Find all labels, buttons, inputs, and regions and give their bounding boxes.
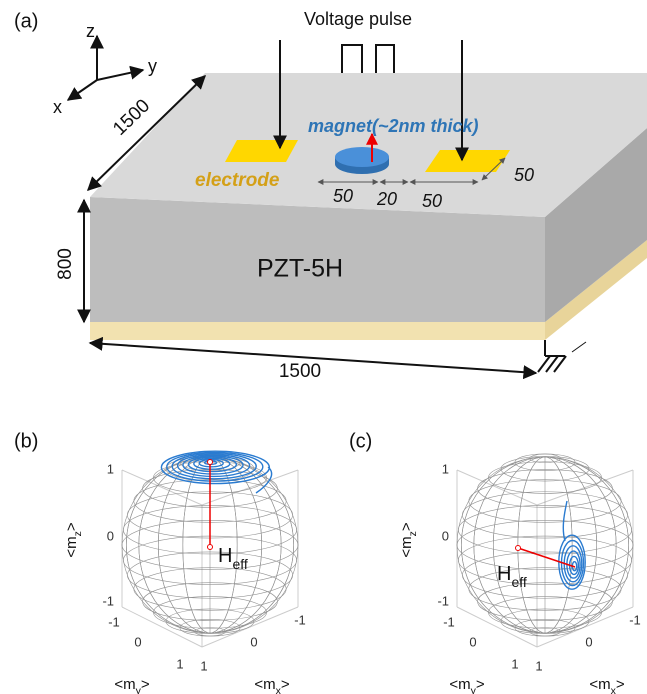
magnet — [335, 147, 389, 167]
label-end: > — [281, 676, 290, 693]
label-main: <m — [589, 676, 610, 693]
axis-label: z — [86, 21, 95, 41]
box-edge — [537, 470, 633, 505]
panel-label: (c) — [349, 430, 372, 452]
figure: (a) z y x Voltage pulse electrode magnet… — [0, 0, 647, 694]
y-tick-label: -1 — [443, 614, 455, 629]
label-main: H — [218, 545, 232, 567]
y-tick-label: 0 — [469, 634, 476, 649]
y-tick-label: 0 — [134, 634, 141, 649]
label-end: > — [63, 522, 80, 531]
z-tick-label: 0 — [107, 528, 114, 543]
y-tick-label: 1 — [176, 656, 183, 671]
axis-label: y — [148, 56, 157, 76]
electrode — [425, 150, 510, 172]
x-tick-label: -1 — [294, 612, 306, 627]
electrode — [225, 140, 298, 162]
pulse-label: Voltage pulse — [304, 9, 412, 29]
z-tick-label: -1 — [437, 593, 449, 608]
label-main: <m — [254, 676, 275, 693]
z-tick-label: 1 — [442, 461, 449, 476]
dimension-label: 50 — [422, 191, 442, 211]
panel-label: (b) — [14, 430, 38, 452]
axis-title: <mz> — [63, 522, 84, 558]
material-label: PZT-5H — [257, 255, 343, 283]
axis-title: Heff — [497, 563, 527, 589]
y-tick-label: 1 — [511, 656, 518, 671]
axis-label: x — [53, 97, 62, 117]
ground — [538, 340, 586, 372]
box-edge — [202, 470, 298, 505]
label-main: <m — [63, 536, 80, 557]
axis-title: <mx> — [589, 676, 625, 694]
field-tip — [208, 460, 213, 465]
label-sub: eff — [232, 556, 247, 572]
z-tick-label: 1 — [107, 461, 114, 476]
field-origin — [516, 546, 521, 551]
x-tick-label: 0 — [585, 634, 592, 649]
axis-title: <mx> — [254, 676, 290, 694]
label-end: > — [141, 676, 150, 693]
label-main: <m — [449, 676, 470, 693]
z-tick-label: -1 — [102, 593, 114, 608]
dimension-label: 20 — [376, 189, 397, 209]
z-tick-label: 0 — [442, 528, 449, 543]
x-tick-label: 0 — [250, 634, 257, 649]
label-end: > — [616, 676, 625, 693]
axis-title: <my> — [114, 676, 150, 694]
dimension-label: 50 — [514, 165, 534, 185]
y-tick-label: -1 — [108, 614, 120, 629]
magnet-label: magnet(~2nm thick) — [308, 116, 479, 136]
label-main: H — [497, 563, 511, 585]
axes-icon — [68, 36, 143, 100]
label-sub: eff — [511, 574, 526, 590]
dimension-label: 1500 — [279, 361, 321, 382]
block-top — [90, 73, 647, 217]
x-tick-label: 1 — [535, 658, 542, 673]
x-tick-label: 1 — [200, 658, 207, 673]
label-end: > — [398, 522, 415, 531]
label-main: <m — [114, 676, 135, 693]
electrode-label: electrode — [195, 170, 280, 191]
electrode-bottom — [90, 322, 545, 340]
dimension-label: 800 — [55, 248, 76, 280]
label-end: > — [476, 676, 485, 693]
x-tick-label: -1 — [629, 612, 641, 627]
field-origin — [208, 545, 213, 550]
axis-title: <mz> — [398, 522, 419, 558]
trajectory — [161, 451, 271, 493]
dimension-label: 50 — [333, 186, 353, 206]
panel-label: (a) — [14, 10, 38, 32]
label-main: <m — [398, 536, 415, 557]
axis-title: <my> — [449, 676, 485, 694]
